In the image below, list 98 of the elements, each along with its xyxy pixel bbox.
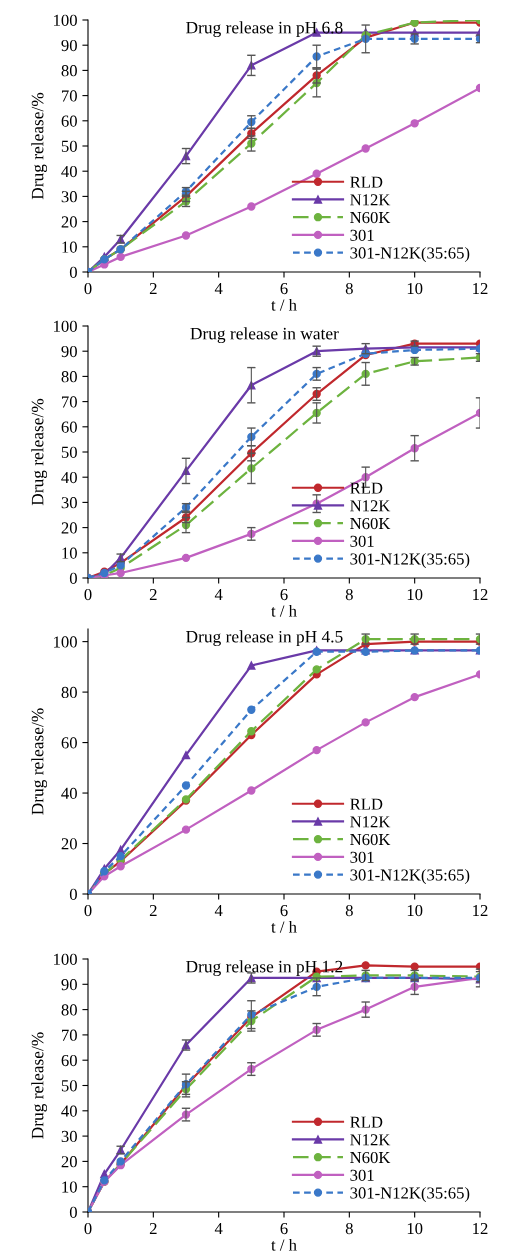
y-tick-label: 30 — [61, 191, 77, 203]
x-tick-label: 4 — [214, 905, 223, 916]
x-tick-label: 2 — [149, 1222, 157, 1234]
y-tick-label: 40 — [61, 1105, 77, 1117]
x-tick-label: 4 — [214, 589, 223, 600]
x-axis-title: t / h — [271, 1238, 297, 1251]
legend-label: N60K — [350, 211, 391, 224]
y-tick-label: 80 — [61, 65, 77, 77]
x-axis-title: t / h — [271, 604, 297, 617]
y-tick-label: 50 — [61, 1080, 77, 1092]
legend-label: RLD — [350, 176, 383, 188]
y-tick-label: 90 — [61, 979, 77, 991]
x-tick-label: 6 — [280, 282, 288, 295]
x-tick-label: 12 — [473, 904, 488, 916]
y-tick-label: 0 — [69, 888, 77, 900]
y-tick-label: 90 — [61, 345, 77, 358]
x-tick-label: 8 — [345, 1222, 353, 1235]
legend-label: 301 — [350, 535, 374, 547]
y-tick-label: 20 — [61, 216, 77, 228]
legend-label: 301-N12K(35:65) — [350, 552, 470, 568]
legend-label: RLD — [350, 798, 383, 810]
y-tick-label: 0 — [69, 572, 77, 584]
legend-label: N60K — [350, 1151, 391, 1164]
x-tick-label: 10 — [407, 282, 423, 295]
y-tick-label: 10 — [62, 1181, 77, 1193]
y-tick-label: 20 — [61, 838, 77, 850]
x-tick-label: 8 — [345, 904, 353, 917]
y-tick-label: 60 — [61, 737, 77, 749]
y-tick-label: 40 — [61, 787, 77, 799]
x-tick-label: 2 — [149, 904, 157, 916]
x-tick-label: 0 — [84, 282, 92, 295]
y-tick-label: 80 — [61, 686, 77, 699]
y-tick-label: 60 — [61, 421, 77, 433]
y-tick-label: 0 — [69, 266, 77, 278]
x-tick-label: 10 — [407, 588, 423, 601]
x-tick-label: 6 — [280, 588, 288, 601]
legend-label: N12K — [350, 816, 391, 828]
y-axis-title: Drug release/% — [31, 92, 48, 200]
y-axis-title: Drug release/% — [31, 1032, 48, 1139]
y-tick-label: 40 — [61, 471, 77, 484]
legend-label: 301-N12K(35:65) — [350, 246, 470, 262]
x-tick-label: 4 — [214, 283, 223, 294]
y-tick-label: 70 — [62, 90, 77, 102]
x-tick-label: 10 — [407, 904, 423, 917]
x-tick-label: 2 — [149, 588, 157, 600]
legend-label: 301-N12K(35:65) — [350, 1186, 470, 1202]
x-tick-label: 10 — [407, 1222, 423, 1235]
y-axis-title: Drug release/% — [31, 398, 48, 506]
y-tick-label: 100 — [54, 953, 77, 965]
legend-label: 301-N12K(35:65) — [350, 868, 470, 884]
x-tick-label: 12 — [473, 588, 488, 600]
y-tick-label: 30 — [61, 1130, 77, 1143]
y-tick-label: 50 — [61, 446, 77, 458]
legend-label: N12K — [350, 1134, 391, 1146]
y-axis-title: Drug release/% — [31, 708, 48, 815]
x-tick-label: 8 — [345, 588, 353, 601]
x-tick-label: 6 — [280, 904, 288, 917]
y-tick-label: 70 — [62, 1029, 77, 1041]
y-tick-label: 100 — [54, 636, 77, 648]
y-tick-label: 100 — [54, 320, 77, 332]
y-tick-label: 40 — [61, 165, 77, 178]
chart-title: Drug release in pH 6.8 — [186, 21, 343, 38]
chart-title: Drug release in water — [190, 327, 339, 344]
chart-title: Drug release in pH 4.5 — [186, 630, 343, 647]
legend-label: RLD — [350, 482, 383, 494]
legend-label: 301 — [350, 851, 374, 863]
y-tick-label: 70 — [62, 396, 77, 408]
x-tick-label: 2 — [149, 282, 157, 294]
y-tick-label: 60 — [61, 115, 77, 127]
legend-label: 301 — [350, 229, 374, 241]
x-tick-label: 0 — [84, 1222, 92, 1235]
x-axis-title: t / h — [271, 920, 297, 933]
x-tick-label: 0 — [84, 904, 92, 917]
y-tick-label: 0 — [69, 1206, 77, 1218]
legend-label: N12K — [350, 500, 391, 512]
x-tick-label: 8 — [345, 282, 353, 295]
y-tick-label: 90 — [61, 39, 77, 52]
y-tick-label: 20 — [61, 1156, 77, 1168]
x-tick-label: 12 — [473, 282, 488, 294]
y-tick-label: 50 — [61, 140, 77, 152]
legend-label: RLD — [350, 1116, 383, 1128]
y-tick-label: 10 — [62, 241, 77, 253]
y-tick-label: 60 — [61, 1054, 77, 1067]
x-tick-label: 4 — [214, 1223, 223, 1234]
y-tick-label: 80 — [61, 1004, 77, 1016]
legend-label: N60K — [350, 833, 391, 846]
y-tick-label: 20 — [61, 522, 77, 534]
y-tick-label: 80 — [61, 371, 77, 383]
legend-label: N12K — [350, 194, 391, 206]
x-tick-label: 0 — [84, 588, 92, 601]
x-tick-label: 6 — [280, 1222, 288, 1235]
x-tick-label: 12 — [473, 1222, 488, 1234]
y-tick-label: 30 — [61, 497, 77, 509]
legend-label: 301 — [350, 1169, 374, 1181]
y-tick-label: 10 — [62, 547, 77, 559]
x-axis-title: t / h — [271, 298, 297, 311]
legend-label: N60K — [350, 517, 391, 530]
y-tick-label: 100 — [54, 14, 77, 26]
